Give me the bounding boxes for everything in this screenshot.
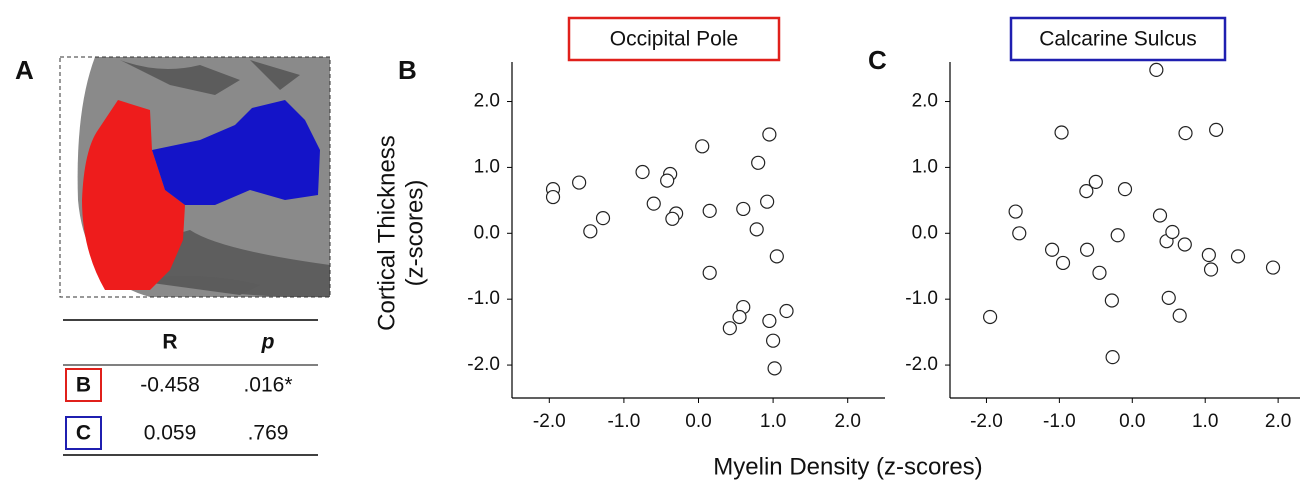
scatter-point bbox=[583, 224, 598, 239]
scatter-point bbox=[572, 175, 587, 190]
panel-label: A bbox=[15, 55, 34, 85]
scatter-point bbox=[665, 211, 680, 226]
title-box bbox=[567, 16, 781, 62]
scatter-point bbox=[1054, 125, 1069, 140]
scatter-point bbox=[767, 361, 782, 376]
scatter-point bbox=[660, 173, 675, 188]
scatter-point bbox=[1105, 350, 1120, 365]
scatter-point bbox=[1055, 255, 1071, 271]
table-cell: 0.059 bbox=[144, 422, 197, 445]
scatter-point bbox=[1012, 226, 1027, 241]
y-axis-label: Cortical Thickness bbox=[373, 135, 400, 331]
x-tick-label: -2.0 bbox=[533, 411, 566, 432]
y-tick-label: 1.0 bbox=[912, 156, 938, 177]
chart-title: Occipital Pole bbox=[610, 28, 738, 51]
scatter-point bbox=[1092, 265, 1107, 280]
scatter-point bbox=[779, 303, 794, 319]
scatter-point bbox=[1110, 228, 1125, 243]
scatter-point bbox=[1177, 237, 1192, 252]
scatter-point bbox=[635, 164, 650, 180]
x-tick-label: 1.0 bbox=[1192, 411, 1218, 432]
y-tick-label: 2.0 bbox=[912, 91, 938, 112]
occipital-pole-region bbox=[82, 100, 185, 290]
scatter-point bbox=[1117, 182, 1133, 197]
scatter-point bbox=[1230, 249, 1246, 264]
scatter-point bbox=[760, 194, 775, 209]
scatter-point bbox=[1209, 122, 1224, 137]
scatter-point bbox=[765, 333, 781, 348]
row-label: C bbox=[76, 422, 91, 445]
table-header: p bbox=[261, 331, 275, 354]
y-tick-label: 1.0 bbox=[474, 156, 500, 177]
x-tick-label: -1.0 bbox=[608, 411, 641, 432]
panel-label: C bbox=[868, 45, 887, 75]
scatter-point bbox=[1172, 308, 1187, 323]
scatter-point bbox=[695, 139, 710, 154]
brain-image bbox=[59, 56, 331, 298]
row-label-box bbox=[65, 368, 102, 402]
scatter-point bbox=[545, 189, 561, 205]
title-box bbox=[1009, 16, 1227, 62]
scatter-point bbox=[1165, 224, 1180, 240]
scatter-point bbox=[1088, 174, 1103, 190]
sulci bbox=[120, 60, 300, 295]
x-tick-label: 2.0 bbox=[1265, 411, 1291, 432]
table-header: R bbox=[162, 331, 177, 354]
scatter-point bbox=[732, 309, 747, 325]
scatter-point bbox=[595, 211, 611, 226]
scatter-point bbox=[722, 321, 737, 336]
scatter-point bbox=[1044, 242, 1060, 257]
scatter-point bbox=[749, 222, 764, 237]
y-axis-label: (z-scores) bbox=[401, 180, 428, 287]
x-tick-label: -2.0 bbox=[970, 411, 1003, 432]
x-tick-label: 1.0 bbox=[760, 411, 786, 432]
chart-title: Calcarine Sulcus bbox=[1039, 28, 1197, 51]
scatter-point bbox=[1265, 260, 1281, 275]
scatter-point bbox=[1008, 204, 1023, 219]
scatter-point bbox=[1161, 290, 1176, 305]
y-tick-label: 2.0 bbox=[474, 91, 500, 112]
row-label-box bbox=[65, 416, 102, 450]
table-cell: .016* bbox=[243, 374, 292, 397]
scatter-point bbox=[751, 155, 766, 170]
scatter-point bbox=[1079, 184, 1094, 199]
y-tick-label: -2.0 bbox=[467, 354, 500, 375]
y-tick-label: -2.0 bbox=[905, 354, 938, 375]
row-label: B bbox=[76, 374, 91, 397]
x-axis-label: Myelin Density (z-scores) bbox=[713, 453, 982, 480]
scatter-point bbox=[762, 313, 777, 329]
scatter-point bbox=[762, 127, 777, 142]
scatter-point bbox=[1149, 62, 1164, 78]
scatter-point bbox=[1152, 208, 1168, 223]
image-frame bbox=[59, 56, 331, 298]
scatter-point bbox=[646, 196, 661, 211]
y-tick-label: 0.0 bbox=[912, 222, 938, 243]
scatter-point bbox=[1079, 242, 1095, 257]
x-tick-label: 0.0 bbox=[685, 411, 711, 432]
scatter-point bbox=[1104, 293, 1119, 308]
y-tick-label: 0.0 bbox=[474, 222, 500, 243]
scatter-point bbox=[983, 309, 998, 325]
x-tick-label: 0.0 bbox=[1119, 411, 1145, 432]
scatter-point bbox=[702, 203, 717, 218]
scatter-point bbox=[1203, 262, 1219, 277]
x-tick-label: 2.0 bbox=[834, 411, 860, 432]
scatter-point bbox=[1178, 126, 1193, 141]
scatter-point bbox=[702, 265, 717, 280]
scatter-point bbox=[1201, 247, 1216, 263]
table-cell: .769 bbox=[248, 422, 289, 445]
table-cell: -0.458 bbox=[140, 374, 200, 397]
calcarine-region bbox=[152, 100, 320, 205]
y-tick-label: -1.0 bbox=[905, 288, 938, 309]
x-tick-label: -1.0 bbox=[1043, 411, 1076, 432]
panel-label: B bbox=[398, 55, 417, 85]
y-tick-label: -1.0 bbox=[467, 288, 500, 309]
scatter-point bbox=[736, 201, 751, 217]
scatter-point bbox=[769, 249, 784, 264]
